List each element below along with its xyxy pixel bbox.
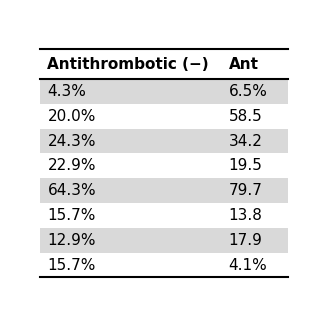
Text: 24.3%: 24.3% — [47, 133, 96, 148]
Text: 4.1%: 4.1% — [228, 258, 267, 273]
Text: 19.5: 19.5 — [228, 158, 262, 173]
Text: 13.8: 13.8 — [228, 208, 262, 223]
Text: 15.7%: 15.7% — [47, 208, 96, 223]
Text: 64.3%: 64.3% — [47, 183, 96, 198]
Bar — [40, 203, 288, 228]
Text: 12.9%: 12.9% — [47, 233, 96, 248]
Bar — [40, 104, 288, 129]
Bar — [40, 228, 288, 252]
Bar — [40, 79, 288, 104]
Text: 4.3%: 4.3% — [47, 84, 86, 99]
Text: 17.9: 17.9 — [228, 233, 262, 248]
Text: Ant: Ant — [228, 57, 259, 72]
Bar — [40, 178, 288, 203]
Text: 6.5%: 6.5% — [228, 84, 267, 99]
Text: Antithrombotic (−): Antithrombotic (−) — [47, 57, 209, 72]
Text: 22.9%: 22.9% — [47, 158, 96, 173]
Text: 20.0%: 20.0% — [47, 109, 96, 124]
Text: 79.7: 79.7 — [228, 183, 262, 198]
Text: 15.7%: 15.7% — [47, 258, 96, 273]
Bar — [40, 153, 288, 178]
Text: 34.2: 34.2 — [228, 133, 262, 148]
Text: 58.5: 58.5 — [228, 109, 262, 124]
Bar — [40, 252, 288, 277]
Bar — [40, 129, 288, 153]
